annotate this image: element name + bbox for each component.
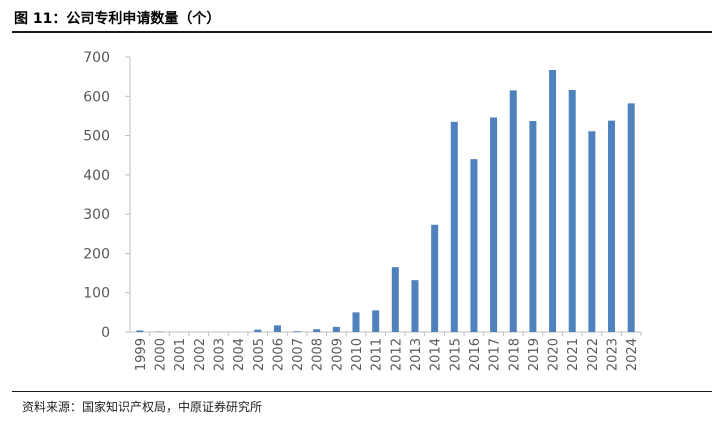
x-tick-label: 2023: [606, 338, 621, 371]
bar-2023: [608, 120, 616, 333]
bar-2010: [352, 312, 360, 332]
bar-1999: [136, 330, 144, 332]
x-tick-label: 2002: [193, 338, 208, 371]
x-tick-label: 2019: [527, 338, 542, 371]
x-tick-label: 2008: [311, 338, 326, 371]
bar-2009: [332, 326, 340, 332]
y-tick-label: 0: [101, 325, 110, 341]
x-tick-label: 2014: [429, 338, 444, 371]
x-tick-label: 2017: [488, 338, 503, 371]
bar-2015: [450, 121, 458, 332]
bar-2024: [627, 103, 635, 332]
y-tick-label: 300: [83, 207, 110, 223]
bar-2020: [549, 69, 557, 332]
bar-2019: [529, 121, 537, 333]
x-tick-label: 2003: [212, 338, 227, 371]
bar-2008: [313, 329, 321, 332]
x-tick-label: 2021: [566, 338, 581, 371]
bar-2021: [568, 90, 576, 332]
x-tick-label: 2015: [448, 338, 463, 371]
x-tick-label: 2005: [252, 338, 267, 371]
bar-2012: [391, 267, 399, 332]
y-tick-label: 100: [83, 286, 110, 302]
x-tick-label: 2007: [291, 338, 306, 371]
x-tick-label: 2022: [586, 338, 601, 371]
x-tick-label: 2012: [389, 338, 404, 371]
x-tick-label: 2020: [547, 338, 562, 371]
y-tick-label: 200: [83, 246, 110, 262]
title-divider: [12, 31, 712, 33]
y-tick-label: 400: [83, 168, 110, 184]
footer-divider: [12, 391, 712, 392]
x-tick-label: 2016: [468, 338, 483, 371]
bar-2011: [372, 310, 380, 332]
bar-2005: [254, 329, 262, 332]
bar-2007: [293, 331, 301, 332]
x-tick-label: 2006: [271, 338, 286, 371]
bar-2014: [431, 224, 439, 332]
x-tick-label: 2009: [330, 338, 345, 371]
x-tick-label: 2024: [625, 338, 640, 371]
bar-2022: [588, 131, 596, 332]
x-tick-label: 2013: [409, 338, 424, 371]
x-tick-label: 2004: [232, 338, 247, 371]
x-tick-label: 2000: [153, 338, 168, 371]
bar-2006: [273, 325, 281, 332]
source-note: 资料来源：国家知识产权局，中原证券研究所: [22, 400, 263, 414]
y-tick-label: 600: [83, 89, 110, 105]
figure-title: 图 11：公司专利申请数量（个）: [14, 11, 221, 27]
bar-2018: [509, 90, 517, 333]
x-tick-label: 2001: [173, 338, 188, 371]
x-tick-label: 1999: [134, 338, 149, 371]
x-tick-label: 2018: [507, 338, 522, 371]
x-tick-label: 2010: [350, 338, 365, 371]
bar-2017: [490, 117, 498, 332]
bar-2013: [411, 280, 419, 332]
x-tick-label: 2011: [370, 338, 385, 371]
y-tick-label: 700: [83, 50, 110, 66]
y-tick-label: 500: [83, 129, 110, 145]
bar-2016: [470, 159, 478, 332]
